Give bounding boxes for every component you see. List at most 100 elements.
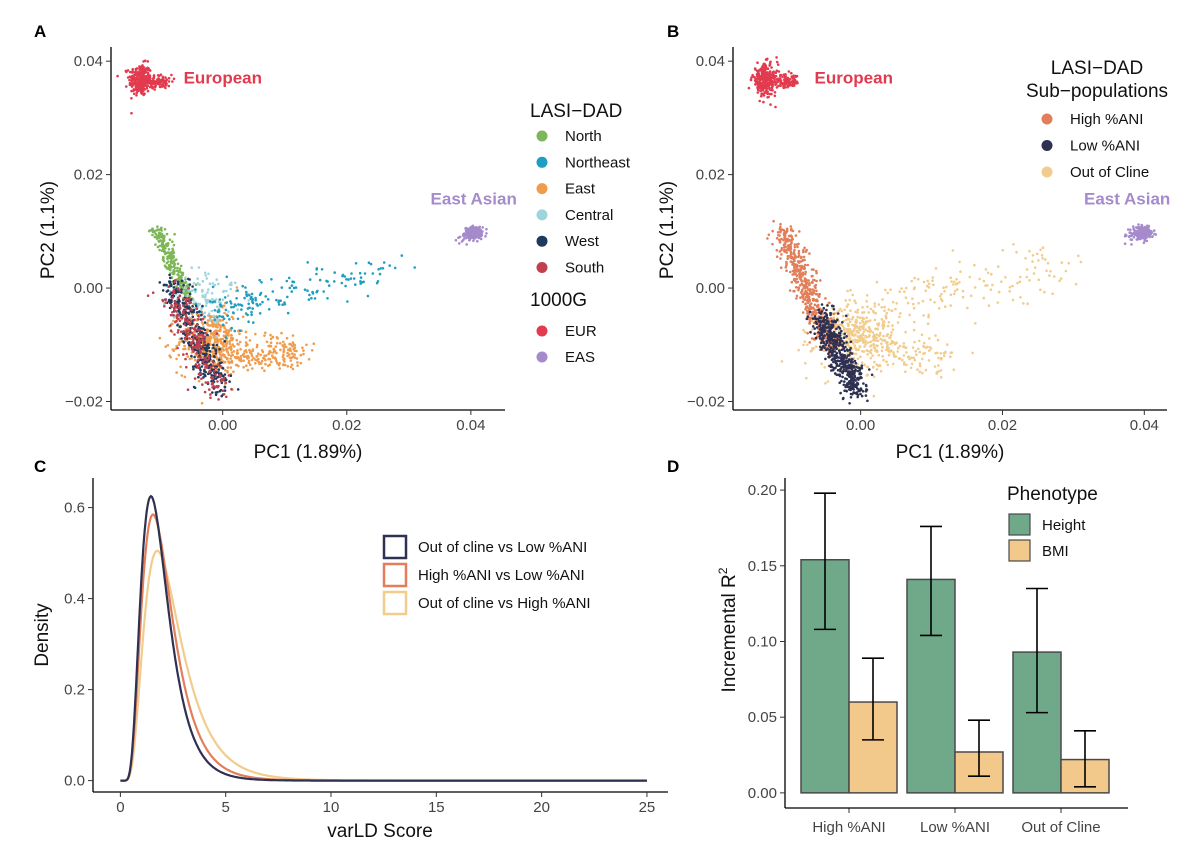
scatter-point: [877, 353, 880, 357]
scatter-point: [971, 351, 974, 355]
scatter-point: [197, 375, 200, 379]
scatter-point: [949, 355, 952, 359]
scatter-point: [926, 322, 930, 326]
scatter-point: [813, 327, 816, 330]
scatter-point: [200, 365, 204, 368]
scatter-point: [225, 345, 228, 348]
scatter-point: [183, 375, 187, 379]
scatter-point: [982, 296, 986, 300]
scatter-point: [790, 280, 794, 284]
legend-label: East: [565, 181, 596, 198]
scatter-point: [806, 263, 810, 267]
scatter-point: [193, 326, 197, 330]
scatter-point: [229, 348, 233, 352]
scatter-point: [268, 349, 272, 353]
panel-label-d: D: [667, 457, 679, 476]
scatter-point: [413, 266, 417, 269]
scatter-points-b: [747, 56, 1158, 405]
scatter-point: [896, 321, 900, 324]
scatter-point: [851, 358, 854, 361]
scatter-point: [803, 330, 807, 334]
scatter-point: [846, 382, 849, 385]
scatter-point: [213, 283, 217, 287]
scatter-point: [1123, 242, 1127, 245]
scatter-point: [815, 345, 818, 348]
scatter-point: [275, 298, 278, 302]
scatter-point: [203, 315, 206, 319]
scatter-point: [229, 300, 232, 303]
scatter-point: [236, 317, 240, 321]
scatter-point: [779, 229, 782, 233]
scatter-point: [1131, 225, 1135, 228]
scatter-point: [275, 351, 278, 355]
scatter-point: [164, 76, 167, 79]
scatter-point: [210, 292, 214, 295]
scatter-point: [851, 383, 855, 387]
scatter-point: [230, 326, 233, 330]
scatter-point: [848, 353, 851, 357]
scatter-point: [274, 345, 278, 348]
scatter-point: [168, 280, 171, 283]
scatter-point: [289, 365, 293, 369]
scatter-point: [782, 86, 785, 90]
scatter-point: [148, 74, 152, 77]
scatter-point: [237, 343, 240, 346]
scatter-point: [200, 401, 204, 405]
scatter-point: [286, 348, 290, 352]
scatter-point: [286, 295, 289, 299]
scatter-point: [795, 297, 798, 300]
scatter-point: [854, 301, 857, 305]
y-axis-title-d-superscript: 2: [716, 567, 730, 574]
scatter-point: [864, 343, 867, 346]
scatter-point: [1142, 241, 1146, 245]
scatter-point: [180, 374, 184, 377]
scatter-point: [213, 300, 216, 303]
scatter-point: [171, 296, 174, 299]
scatter-point: [197, 325, 201, 329]
scatter-point: [758, 80, 761, 84]
scatter-point: [211, 324, 214, 327]
scatter-point: [185, 365, 188, 369]
scatter-point: [162, 257, 165, 260]
scatter-point: [790, 256, 794, 260]
scatter-point: [876, 327, 879, 331]
scatter-point: [796, 260, 800, 263]
scatter-point: [211, 391, 214, 394]
scatter-point: [839, 367, 843, 370]
scatter-point: [804, 289, 807, 293]
scatter-point: [177, 353, 181, 357]
scatter-point: [758, 76, 762, 80]
scatter-point: [1151, 235, 1154, 239]
scatter-point: [247, 359, 251, 363]
scatter-point: [205, 301, 208, 305]
scatter-point: [776, 231, 780, 234]
legend-key-dot: [536, 183, 548, 195]
scatter-point: [277, 300, 280, 304]
scatter-point: [240, 308, 243, 311]
scatter-point: [186, 388, 190, 392]
scatter-point: [1028, 279, 1031, 282]
scatter-point: [170, 73, 173, 77]
y-tick-label: 0.0: [64, 773, 85, 790]
scatter-point: [205, 277, 209, 280]
scatter-point: [187, 347, 191, 351]
scatter-point: [193, 355, 196, 359]
scatter-point: [235, 286, 239, 289]
scatter-point: [194, 283, 198, 287]
scatter-point: [809, 330, 812, 334]
scatter-point: [211, 364, 215, 368]
scatter-point: [478, 225, 482, 229]
scatter-point: [847, 358, 851, 361]
scatter-point: [291, 367, 295, 371]
scatter-point: [762, 87, 765, 91]
scatter-point: [207, 343, 210, 346]
scatter-point: [315, 267, 319, 270]
scatter-point: [918, 370, 922, 374]
scatter-point: [790, 227, 793, 231]
scatter-point: [804, 283, 808, 286]
scatter-point: [259, 291, 263, 295]
scatter-point: [472, 239, 475, 243]
scatter-point: [781, 75, 784, 79]
scatter-point: [375, 281, 379, 285]
scatter-point: [922, 280, 926, 284]
